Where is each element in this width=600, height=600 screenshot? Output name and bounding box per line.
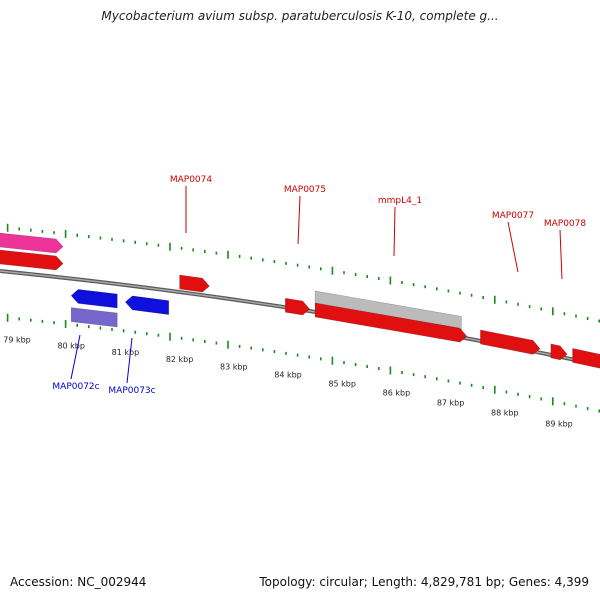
scale-label: 81 kbp [112,348,140,357]
label-leader [297,195,301,245]
scale-label: 87 kbp [437,398,465,407]
scale-label: 79 kbp [3,336,31,345]
feature-forward-gene[interactable] [480,329,541,355]
scale-label: 85 kbp [328,379,356,388]
outer-tick-track [6,223,600,323]
gene-label[interactable]: MAP0074 [170,175,213,185]
scale-labels: 79 kbp 80 kbp 81 kbp 82 kbp 83 kbp 84 kbp 85 k… [3,336,573,429]
label-leader [126,337,133,384]
feature-reverse-gene[interactable] [70,289,118,309]
gene-labels: MAP0074 MAP0075 mmpL4_1 MAP0077 MAP0078 MAP00… [52,175,586,396]
scale-label: 83 kbp [220,363,248,372]
scale-label: 86 kbp [383,389,411,398]
feature-forward-gene[interactable] [314,302,468,343]
scale-label: 84 kbp [274,371,302,380]
gene-label[interactable]: MAP0072c [52,382,99,392]
label-leader [393,206,396,257]
accession-text: Accession: NC_002944 [10,575,147,589]
scale-label: 82 kbp [166,355,194,364]
scale-label: 80 kbp [57,342,85,351]
feature-forward-gene[interactable] [179,274,210,293]
map-title: Mycobacterium avium subsp. paratuberculo… [101,9,499,23]
label-leader [507,221,519,273]
gene-label[interactable]: MAP0075 [284,185,326,195]
gene-label[interactable]: mmpL4_1 [378,196,422,206]
inner-tick-track [6,313,600,413]
scale-label: 88 kbp [491,409,519,418]
gene-label[interactable]: MAP0073c [108,386,155,396]
feature-forward-gene[interactable] [550,343,568,361]
feature-rna-reverse[interactable] [70,307,118,328]
feature-rna-forward[interactable] [0,232,64,254]
feature-forward-gene[interactable] [0,249,64,271]
feature-track[interactable] [0,232,600,373]
gene-label[interactable]: MAP0077 [492,211,534,221]
label-leader [559,229,563,280]
feature-reverse-gene[interactable] [124,295,170,315]
label-leader [70,334,81,380]
gene-label[interactable]: MAP0078 [544,219,587,229]
scale-label: 89 kbp [545,420,573,429]
feature-forward-gene[interactable] [572,348,600,373]
genome-summary: Topology: circular; Length: 4,829,781 bp… [259,575,589,589]
feature-forward-gene[interactable] [284,297,311,316]
